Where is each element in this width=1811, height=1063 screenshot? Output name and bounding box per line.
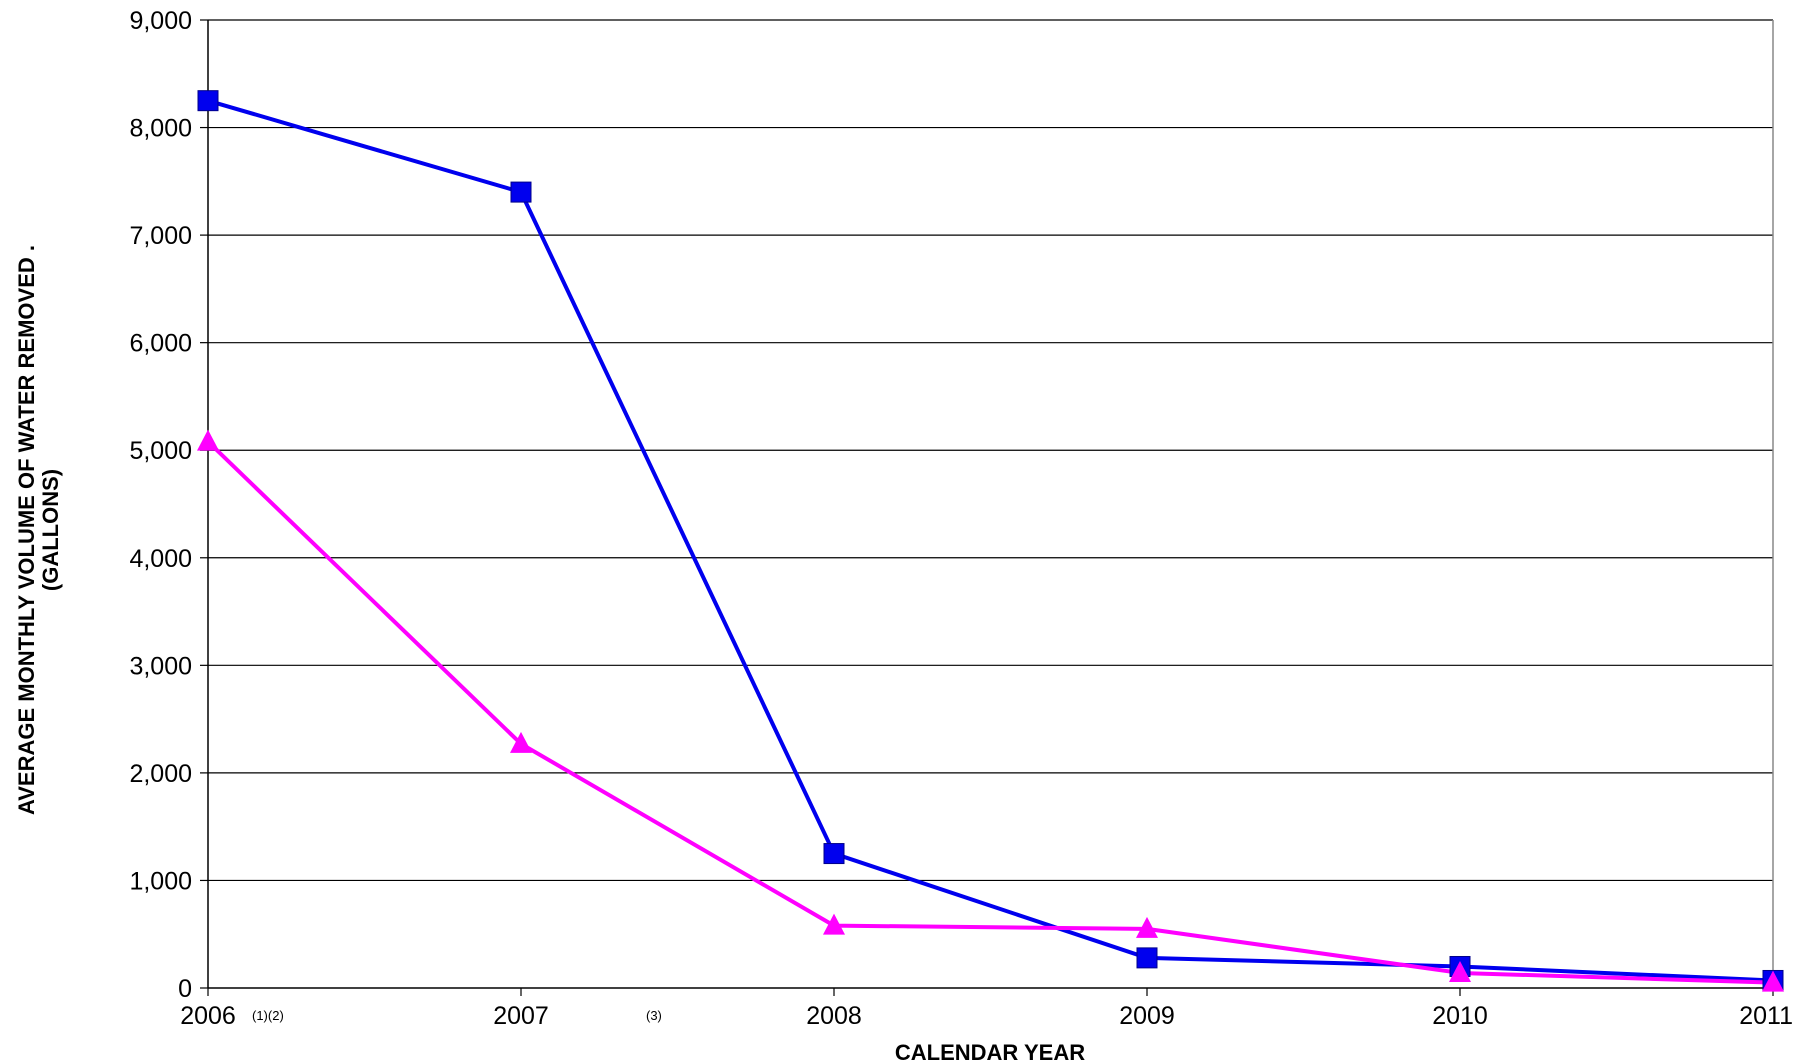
x-tick-label: 2009	[1119, 1002, 1175, 1030]
y-tick-label: 4,000	[129, 545, 192, 573]
y-tick-label: 9,000	[129, 7, 192, 35]
y-tick-label: 7,000	[129, 222, 192, 250]
series-2-point	[1449, 960, 1471, 982]
x-tick-label: 2011	[1739, 1002, 1793, 1030]
y-tick-labels: 0 1,000 2,000 3,000 4,000 5,000 6,000 7,000 8,00…	[129, 7, 192, 1003]
series-lines	[206, 98, 1774, 985]
series-line-1	[207, 98, 1774, 983]
x-tick-labels: 2006 2007 2008 2009 2010 2011 (1)(2) (3)	[180, 1002, 1793, 1030]
x-tick-label: 2008	[806, 1002, 862, 1030]
x-footnote: (1)(2)	[252, 1008, 284, 1023]
series-2-point	[510, 731, 532, 753]
y-tick-label: 1,000	[129, 867, 192, 895]
y-tick-label: 5,000	[129, 437, 192, 465]
series-2-point	[197, 429, 219, 451]
y-tick-label: 2,000	[129, 760, 192, 788]
gridlines	[208, 19, 1773, 882]
series-1-point	[1136, 947, 1158, 969]
series-1-point	[823, 843, 845, 865]
y-tick-label: 3,000	[129, 652, 192, 680]
y-tick-label: 8,000	[129, 115, 192, 143]
y-axis-title-line1: AVERAGE MONTHLY VOLUME OF WATER REMOVED …	[14, 245, 39, 815]
series-1-point	[510, 181, 532, 203]
series-line-2	[206, 440, 1774, 985]
x-footnote: (3)	[646, 1008, 662, 1023]
series-2-point	[1762, 970, 1784, 992]
x-tick-label: 2006	[180, 1002, 236, 1030]
x-axis-title: CALENDAR YEAR	[895, 1040, 1085, 1063]
plot-frame	[200, 19, 1774, 996]
y-tick-label: 6,000	[129, 330, 192, 358]
x-tick-label: 2010	[1432, 1002, 1488, 1030]
x-tick-label: 2007	[493, 1002, 549, 1030]
y-axis-title-line2: (GALLONS)	[38, 469, 63, 591]
series-markers	[197, 90, 1784, 992]
series-1-point	[197, 90, 219, 112]
series-2-point	[1136, 916, 1158, 938]
y-tick-label: 0	[178, 975, 192, 1003]
series-2-point	[823, 913, 845, 935]
